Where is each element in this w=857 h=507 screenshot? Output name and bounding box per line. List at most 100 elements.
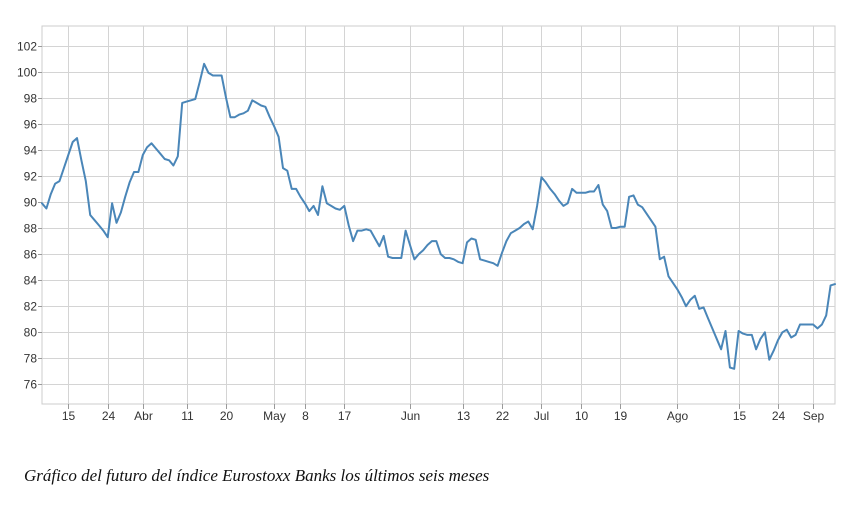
x-tick-label: Jul [534, 409, 549, 423]
data-point [707, 317, 709, 319]
data-point [755, 348, 757, 350]
x-tick-label: Ago [667, 409, 689, 423]
data-point [115, 222, 118, 224]
x-tick-label: 24 [772, 409, 786, 423]
data-point [159, 153, 161, 155]
chart-caption: Gráfico del futuro del índice Eurostoxx … [24, 466, 490, 485]
data-point [98, 224, 100, 226]
y-tick-label: 98 [24, 92, 38, 106]
y-tick-label: 86 [24, 248, 38, 262]
y-tick-label: 94 [24, 144, 38, 158]
y-tick-label: 84 [24, 274, 38, 288]
data-point [733, 368, 735, 370]
data-point [137, 171, 139, 173]
data-point [212, 74, 214, 77]
data-point [264, 106, 266, 108]
data-point [120, 211, 122, 213]
data-point [746, 334, 749, 336]
plot-frame [41, 25, 836, 405]
data-point [738, 330, 740, 332]
data-point [628, 196, 630, 198]
data-point [558, 200, 560, 202]
x-tick-label: May [263, 409, 286, 423]
data-point [422, 249, 424, 251]
data-point [295, 188, 297, 190]
data-point [466, 241, 468, 243]
data-point [440, 253, 442, 255]
data-point [773, 350, 775, 352]
data-point [532, 228, 534, 230]
data-point [597, 184, 600, 186]
data-point [334, 207, 337, 210]
data-point [593, 190, 595, 193]
y-tick-label: 80 [24, 326, 38, 340]
data-point [190, 99, 192, 101]
x-tick-label: Sep [803, 409, 825, 423]
x-tick-label: 8 [302, 409, 309, 423]
data-point [238, 114, 240, 116]
data-point [567, 202, 569, 204]
data-point [111, 202, 113, 204]
x-tick-label: 24 [102, 409, 116, 423]
data-point [501, 252, 503, 254]
data-point [146, 146, 148, 148]
data-point [321, 185, 323, 187]
data-point [615, 227, 617, 229]
data-point [685, 305, 687, 307]
data-point [326, 202, 328, 204]
data-point [378, 245, 380, 247]
data-point [418, 253, 420, 255]
data-point [667, 275, 670, 277]
data-point [457, 261, 459, 263]
data-point [650, 219, 652, 221]
x-tick-label: 15 [733, 409, 747, 423]
data-point [698, 308, 700, 310]
data-point [247, 110, 249, 112]
x-tick-label: Abr [134, 409, 153, 423]
data-point [330, 205, 332, 207]
data-point [632, 194, 635, 196]
data-point [58, 180, 61, 182]
data-point [689, 299, 692, 301]
x-tick-label: Jun [401, 409, 420, 423]
data-point [242, 112, 245, 114]
data-point [352, 240, 354, 242]
data-point [107, 236, 109, 238]
data-point [356, 230, 358, 232]
y-tick-label: 88 [24, 222, 38, 236]
data-point [448, 257, 451, 259]
data-point [273, 125, 275, 127]
data-point [830, 284, 832, 286]
data-point [641, 206, 643, 208]
data-point [510, 232, 512, 234]
data-point [681, 296, 683, 298]
data-point [221, 74, 223, 77]
data-point [225, 97, 227, 99]
x-tick-label: 22 [496, 409, 510, 423]
y-tick-label: 96 [24, 118, 38, 132]
data-point [777, 339, 779, 341]
data-point [803, 323, 805, 326]
data-point [619, 226, 621, 228]
data-point [80, 159, 82, 161]
data-point [646, 213, 648, 215]
data-point [821, 323, 823, 326]
data-point [549, 188, 551, 190]
data-point [676, 288, 678, 290]
data-point [611, 227, 613, 229]
data-point [497, 265, 499, 267]
data-point [168, 159, 170, 161]
data-point [343, 205, 345, 207]
x-tick-label: 19 [614, 409, 628, 423]
x-tick-label: 20 [220, 409, 234, 423]
data-point [540, 176, 543, 178]
data-point [825, 314, 827, 316]
x-tick-label: 10 [575, 409, 589, 423]
data-point [85, 180, 87, 182]
data-point [786, 329, 788, 331]
data-point [562, 205, 565, 207]
data-point [400, 257, 402, 259]
data-point [304, 202, 306, 204]
data-point [834, 283, 836, 285]
data-point [790, 336, 792, 339]
